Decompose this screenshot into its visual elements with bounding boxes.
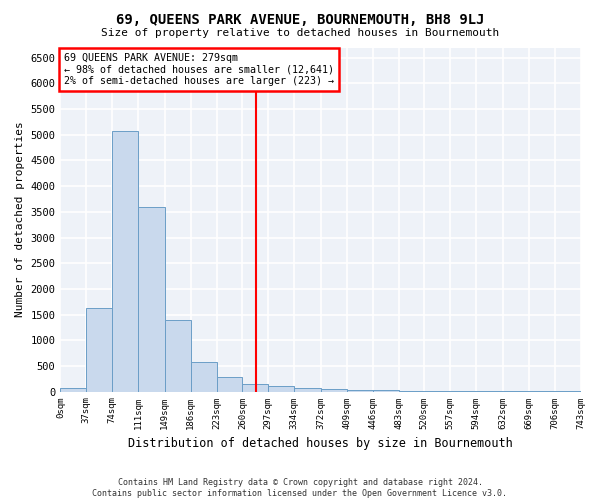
Bar (373, 390, 398, 392)
Text: Size of property relative to detached houses in Bournemouth: Size of property relative to detached ho… (101, 28, 499, 38)
Bar (138, 206, 165, 392)
Bar (191, 362, 217, 392)
Y-axis label: Number of detached properties: Number of detached properties (15, 122, 25, 318)
Bar (347, 390, 373, 392)
Bar (217, 376, 242, 392)
Text: 69 QUEENS PARK AVENUE: 279sqm
← 98% of detached houses are smaller (12,641)
2% o: 69 QUEENS PARK AVENUE: 279sqm ← 98% of d… (64, 52, 334, 86)
Bar (165, 320, 191, 392)
Bar (242, 384, 268, 392)
Bar (398, 390, 424, 392)
Bar (112, 130, 138, 392)
Bar (424, 391, 451, 392)
Bar (321, 388, 347, 392)
Text: 69, QUEENS PARK AVENUE, BOURNEMOUTH, BH8 9LJ: 69, QUEENS PARK AVENUE, BOURNEMOUTH, BH8… (116, 12, 484, 26)
Bar (294, 388, 321, 392)
Bar (451, 391, 476, 392)
Bar (61, 388, 86, 392)
Text: Contains HM Land Registry data © Crown copyright and database right 2024.
Contai: Contains HM Land Registry data © Crown c… (92, 478, 508, 498)
Bar (86, 308, 112, 392)
X-axis label: Distribution of detached houses by size in Bournemouth: Distribution of detached houses by size … (128, 437, 513, 450)
Bar (268, 386, 294, 392)
